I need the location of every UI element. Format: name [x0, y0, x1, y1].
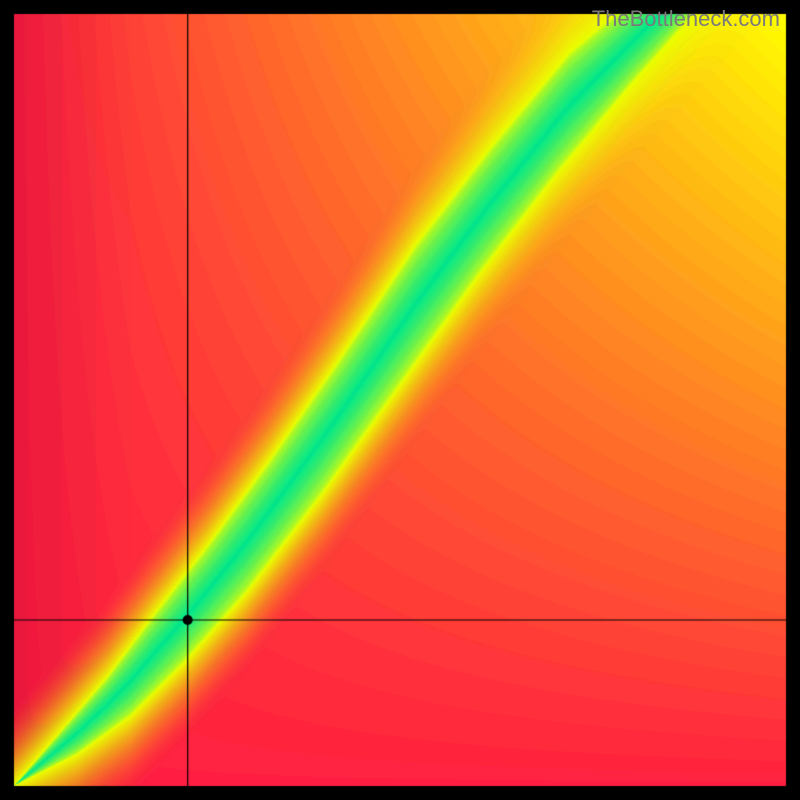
watermark-text: TheBottleneck.com	[592, 6, 780, 32]
heatmap-canvas	[0, 0, 800, 800]
chart-container: TheBottleneck.com	[0, 0, 800, 800]
